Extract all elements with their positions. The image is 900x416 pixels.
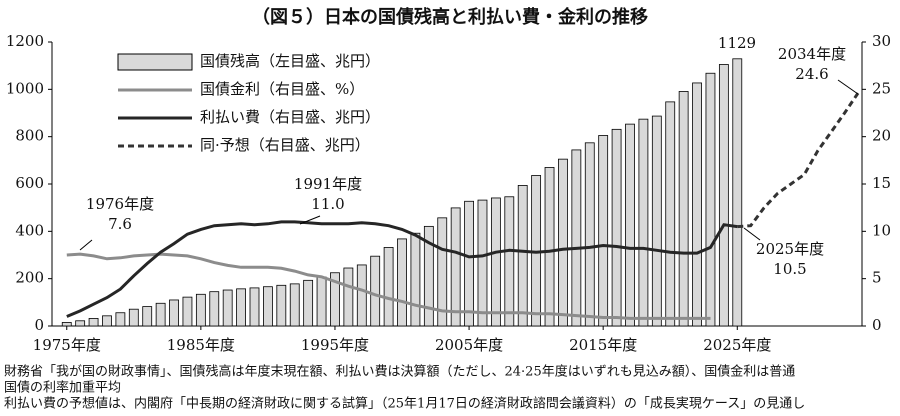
bar: [410, 232, 421, 327]
bar: [102, 315, 112, 327]
x-tick-label: 1995年度: [301, 336, 369, 354]
bar: [397, 238, 407, 327]
y2-tick-label: 0: [872, 316, 882, 334]
bar: [276, 284, 287, 327]
bar: [490, 197, 501, 327]
bar: [638, 118, 649, 327]
y-tick-label: 400: [15, 221, 44, 239]
bar: [236, 288, 246, 327]
bar: [611, 128, 622, 327]
forecast-line: [737, 92, 860, 229]
bar: [464, 200, 474, 327]
x-tick-label: 1985年度: [167, 336, 235, 354]
bar: [330, 272, 340, 327]
bar: [209, 291, 220, 327]
legend-label: 同·予想（右目盛、兆円）: [200, 136, 370, 154]
y-tick-label: 0: [34, 316, 44, 334]
annotation-value: 11.0: [311, 195, 344, 213]
chart-title: （図５）日本の国債残高と利払い費・金利の推移: [252, 6, 648, 28]
y2-tick-label: 15: [872, 174, 891, 192]
bar: [289, 283, 300, 327]
annotation-label: 1991年度: [294, 175, 362, 193]
bar: [303, 279, 314, 327]
note: 国債の利率加重平均: [4, 380, 121, 396]
line: [66, 220, 738, 318]
bar: [222, 289, 233, 327]
bar: [732, 58, 743, 327]
x-tick-label: 2015年度: [569, 336, 637, 354]
annotation-label: 2034年度: [778, 45, 846, 63]
y2-tick-label: 20: [872, 127, 891, 145]
annotation-value: 10.5: [773, 260, 806, 278]
y2-tick-label: 10: [872, 221, 891, 239]
bar: [678, 91, 689, 327]
bar: [263, 286, 273, 327]
bar: [598, 135, 609, 327]
bar: [115, 312, 126, 327]
y-tick-label: 200: [15, 269, 44, 287]
line: [66, 252, 711, 320]
bar: [142, 306, 153, 327]
bar: [169, 299, 179, 327]
bar: [571, 149, 582, 327]
bar: [450, 207, 461, 327]
bar: [437, 217, 448, 327]
legend-label: 利払い費（右目盛、兆円）: [200, 108, 380, 126]
annotation-value: 24.6: [795, 65, 828, 83]
bar: [705, 72, 716, 327]
bar: [75, 320, 86, 327]
x-tick-label: 1975年度: [33, 336, 101, 354]
annotation-value: 7.6: [108, 215, 132, 233]
bar: [249, 287, 260, 327]
annotation-value: 1129: [718, 34, 756, 52]
y-tick-label: 600: [15, 174, 44, 192]
bar: [517, 185, 528, 327]
bar: [356, 264, 367, 327]
y-tick-label: 1200: [6, 32, 44, 50]
annotation-label: 2025年度: [756, 240, 824, 258]
leader-line: [79, 239, 93, 251]
x-tick-label: 2005年度: [435, 336, 503, 354]
bar: [558, 158, 568, 327]
y2-tick-label: 5: [872, 269, 882, 287]
bar: [316, 276, 327, 327]
bar: [692, 82, 702, 327]
annotation-label: 1976年度: [86, 195, 154, 213]
bar: [504, 196, 515, 327]
leader-line: [743, 227, 761, 241]
bar: [625, 123, 635, 327]
y2-tick-label: 25: [872, 79, 891, 97]
x-tick-label: 2025年度: [703, 336, 771, 354]
leader-line: [299, 215, 321, 225]
bar: [477, 199, 488, 327]
leader-line: [837, 79, 859, 95]
y-tick-label: 800: [15, 127, 44, 145]
bar: [370, 255, 381, 327]
y2-tick-label: 30: [872, 32, 891, 50]
bar: [61, 322, 72, 327]
note: 財務省「我が国の財政事情」、国債残高は年度末現在額、利払い費は決算額（ただし、2…: [4, 364, 795, 380]
bar: [88, 318, 99, 327]
legend-swatch: [117, 53, 193, 71]
bar: [718, 64, 729, 327]
bar: [544, 167, 555, 327]
bar: [128, 308, 139, 327]
bar: [383, 247, 394, 327]
bar: [155, 302, 166, 327]
bar: [651, 115, 662, 327]
bar: [182, 296, 193, 327]
bar: [584, 142, 595, 327]
bar: [195, 293, 206, 327]
bar: [423, 225, 434, 327]
bar: [343, 267, 354, 327]
note: 利払い費の予想値は、内閣府「中長期の経済財政に関する試算」（25年1月17日の経…: [4, 396, 805, 412]
legend-label: 国債残高（左目盛、兆円）: [200, 52, 380, 70]
bar: [665, 101, 676, 327]
y-tick-label: 1000: [6, 79, 44, 97]
legend-label: 国債金利（右目盛、%）: [200, 80, 364, 98]
